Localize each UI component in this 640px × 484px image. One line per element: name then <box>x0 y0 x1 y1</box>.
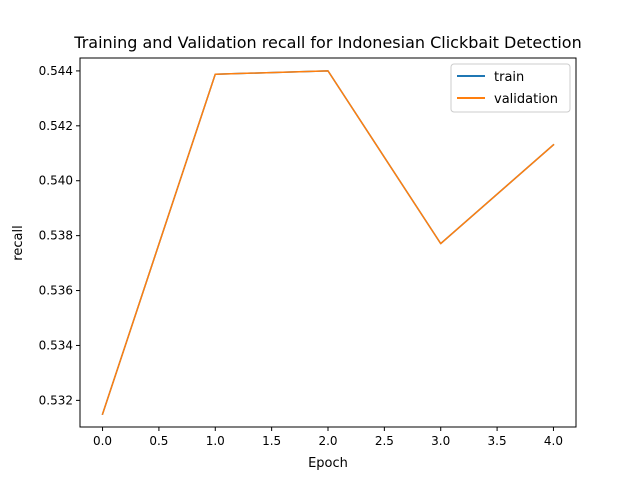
x-tick-label: 3.0 <box>431 434 450 448</box>
y-tick-label: 0.544 <box>39 64 73 78</box>
series-line-validation <box>101 70 555 416</box>
x-tick-label: 1.0 <box>206 434 225 448</box>
x-tick-label: 0.0 <box>93 434 112 448</box>
y-axis-label: recall <box>11 225 26 260</box>
y-tick-label: 0.538 <box>39 229 73 243</box>
y-tick-label: 0.534 <box>39 338 73 352</box>
legend: train validation <box>450 63 571 113</box>
y-tick-label: 0.532 <box>39 393 73 407</box>
chart-title: Training and Validation recall for Indon… <box>73 33 581 52</box>
x-tick-label: 2.0 <box>318 434 337 448</box>
legend-label-validation: validation <box>494 92 558 107</box>
x-tick-label: 2.5 <box>375 434 394 448</box>
y-tick-label: 0.542 <box>39 119 73 133</box>
x-tick-label: 4.0 <box>544 434 563 448</box>
x-tick-label: 3.5 <box>488 434 507 448</box>
y-tick-label: 0.540 <box>39 174 73 188</box>
legend-label-train: train <box>494 70 524 85</box>
series-layer <box>101 70 555 416</box>
x-axis: 0.0 0.5 1.0 1.5 2.0 2.5 3.0 3.5 4.0 <box>93 427 563 448</box>
x-tick-label: 0.5 <box>149 434 168 448</box>
x-tick-label: 1.5 <box>262 434 281 448</box>
y-tick-label: 0.536 <box>39 284 73 298</box>
y-axis: 0.532 0.534 0.536 0.538 0.540 0.542 0.544 <box>39 64 80 407</box>
x-axis-label: Epoch <box>308 456 348 471</box>
